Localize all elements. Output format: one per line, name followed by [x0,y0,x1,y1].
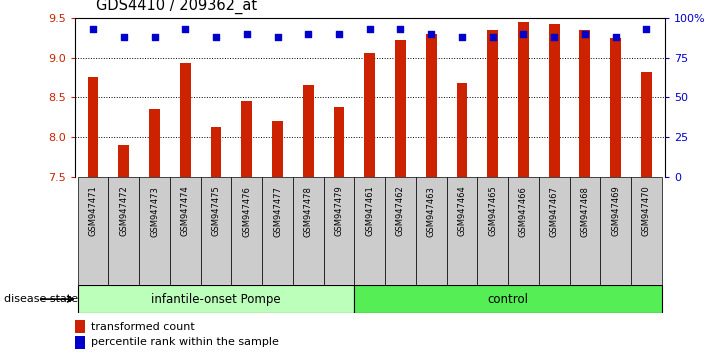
Point [610,34,621,40]
Bar [272,121,283,177]
Text: GSM947463: GSM947463 [427,185,436,236]
Bar [77,285,354,313]
Point [641,26,652,32]
Text: GSM947471: GSM947471 [89,185,97,236]
Text: GSM947467: GSM947467 [550,185,559,236]
Text: GSM947466: GSM947466 [519,185,528,236]
Text: GSM947475: GSM947475 [212,185,220,236]
Bar [293,177,324,285]
Bar [487,30,498,177]
Text: GSM947464: GSM947464 [457,185,466,236]
Bar [180,63,191,177]
Text: GSM947462: GSM947462 [396,185,405,236]
Text: GSM947461: GSM947461 [365,185,374,236]
Bar [119,145,129,177]
Point [210,34,222,40]
Bar [416,177,447,285]
Bar [324,177,354,285]
Bar [641,72,652,177]
Bar [354,177,385,285]
Bar [77,177,109,285]
Point [241,31,252,36]
Bar [385,177,416,285]
Bar [456,83,467,177]
Point [272,34,283,40]
Text: GSM947469: GSM947469 [611,185,620,236]
Bar [139,177,170,285]
Point [333,31,345,36]
Bar [395,40,406,177]
Text: GDS4410 / 209362_at: GDS4410 / 209362_at [96,0,257,14]
Bar [631,177,662,285]
Bar [75,320,85,333]
Bar [447,177,477,285]
Bar [87,78,99,177]
Point [180,26,191,32]
Point [579,31,591,36]
Text: GSM947472: GSM947472 [119,185,128,236]
Text: infantile-onset Pompe: infantile-onset Pompe [151,293,281,306]
Point [425,31,437,36]
Point [487,34,498,40]
Text: percentile rank within the sample: percentile rank within the sample [90,337,279,348]
Bar [201,177,231,285]
Text: GSM947465: GSM947465 [488,185,497,236]
Bar [508,177,539,285]
Bar [303,85,314,177]
Text: disease state: disease state [4,294,77,304]
Bar [210,127,221,177]
Bar [477,177,508,285]
Bar [242,101,252,177]
Bar [170,177,201,285]
Bar [262,177,293,285]
Bar [231,177,262,285]
Point [548,34,560,40]
Text: GSM947470: GSM947470 [642,185,651,236]
Text: GSM947476: GSM947476 [242,185,251,236]
Text: GSM947474: GSM947474 [181,185,190,236]
Point [149,34,160,40]
Text: GSM947473: GSM947473 [150,185,159,236]
Bar [570,177,600,285]
Point [87,26,99,32]
Bar [600,177,631,285]
Bar [109,177,139,285]
Bar [149,109,160,177]
Text: GSM947478: GSM947478 [304,185,313,236]
Text: GSM947479: GSM947479 [334,185,343,236]
Point [118,34,129,40]
Bar [364,53,375,177]
Text: control: control [488,293,528,306]
Bar [354,285,662,313]
Bar [333,107,344,177]
Bar [610,38,621,177]
Bar [426,34,437,177]
Bar [579,30,590,177]
Text: GSM947477: GSM947477 [273,185,282,236]
Point [395,26,406,32]
Point [518,31,529,36]
Point [364,26,375,32]
Bar [539,177,570,285]
Bar [549,24,560,177]
Text: GSM947468: GSM947468 [580,185,589,236]
Bar [75,336,85,349]
Text: transformed count: transformed count [90,321,194,332]
Bar [518,22,529,177]
Point [303,31,314,36]
Point [456,34,468,40]
